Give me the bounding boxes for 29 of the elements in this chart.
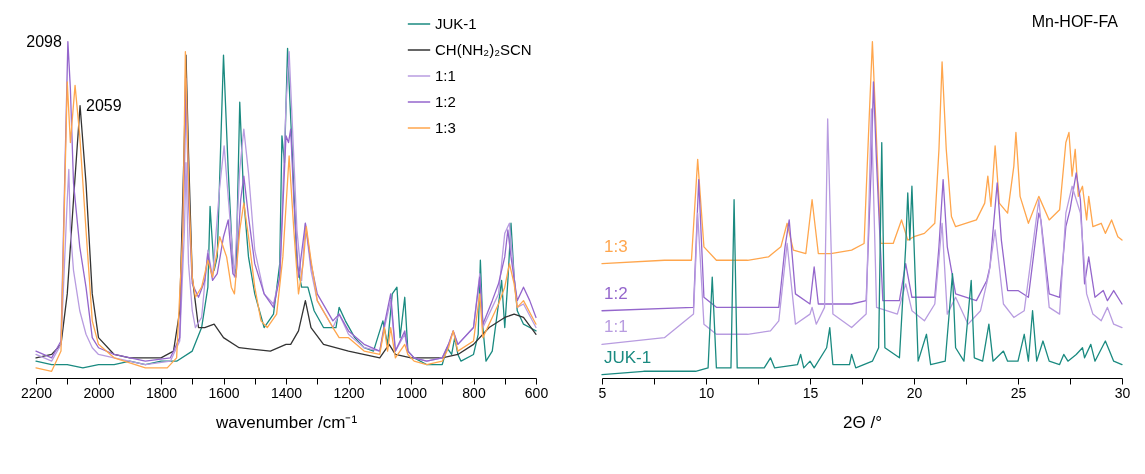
x-tick-label: 600: [524, 384, 549, 401]
series-label: 1:1: [604, 317, 628, 337]
x-tick-label: 1800: [145, 384, 178, 401]
chart-title: Mn-HOF-FA: [1031, 13, 1119, 30]
x-tick-label: 1000: [395, 384, 428, 401]
legend-label: CH(NH₂)₂SCN: [435, 41, 532, 58]
annotation: 2098: [26, 32, 62, 50]
x-tick-label: 1600: [208, 384, 240, 401]
x-axis-title: 2Θ /°: [843, 412, 882, 432]
x-tick-label: 2000: [83, 384, 115, 401]
x-tick-label: 5: [598, 384, 607, 401]
x-tick-label: 30: [1114, 384, 1131, 401]
series-label: JUK-1: [604, 347, 652, 367]
legend-label: JUK-1: [435, 15, 477, 32]
x-tick-label: 1400: [270, 384, 303, 401]
legend-label: 1:3: [435, 119, 456, 136]
x-tick-label: 2200: [20, 384, 53, 401]
x-tick-label: 25: [1010, 384, 1027, 401]
annotation: 2059: [86, 96, 122, 114]
legend-label: 1:1: [435, 67, 456, 84]
x-axis-title: wavenumber /cm⁻¹: [214, 412, 358, 432]
x-tick-label: 10: [698, 384, 715, 401]
x-tick-label: 800: [462, 384, 486, 401]
x-tick-label: 20: [906, 384, 923, 401]
x-tick-label: 1200: [333, 384, 365, 401]
x-tick-label: 15: [802, 384, 819, 401]
series-label: 1:3: [604, 236, 628, 256]
series-label: 1:2: [604, 283, 628, 303]
legend-label: 1:2: [435, 93, 456, 110]
